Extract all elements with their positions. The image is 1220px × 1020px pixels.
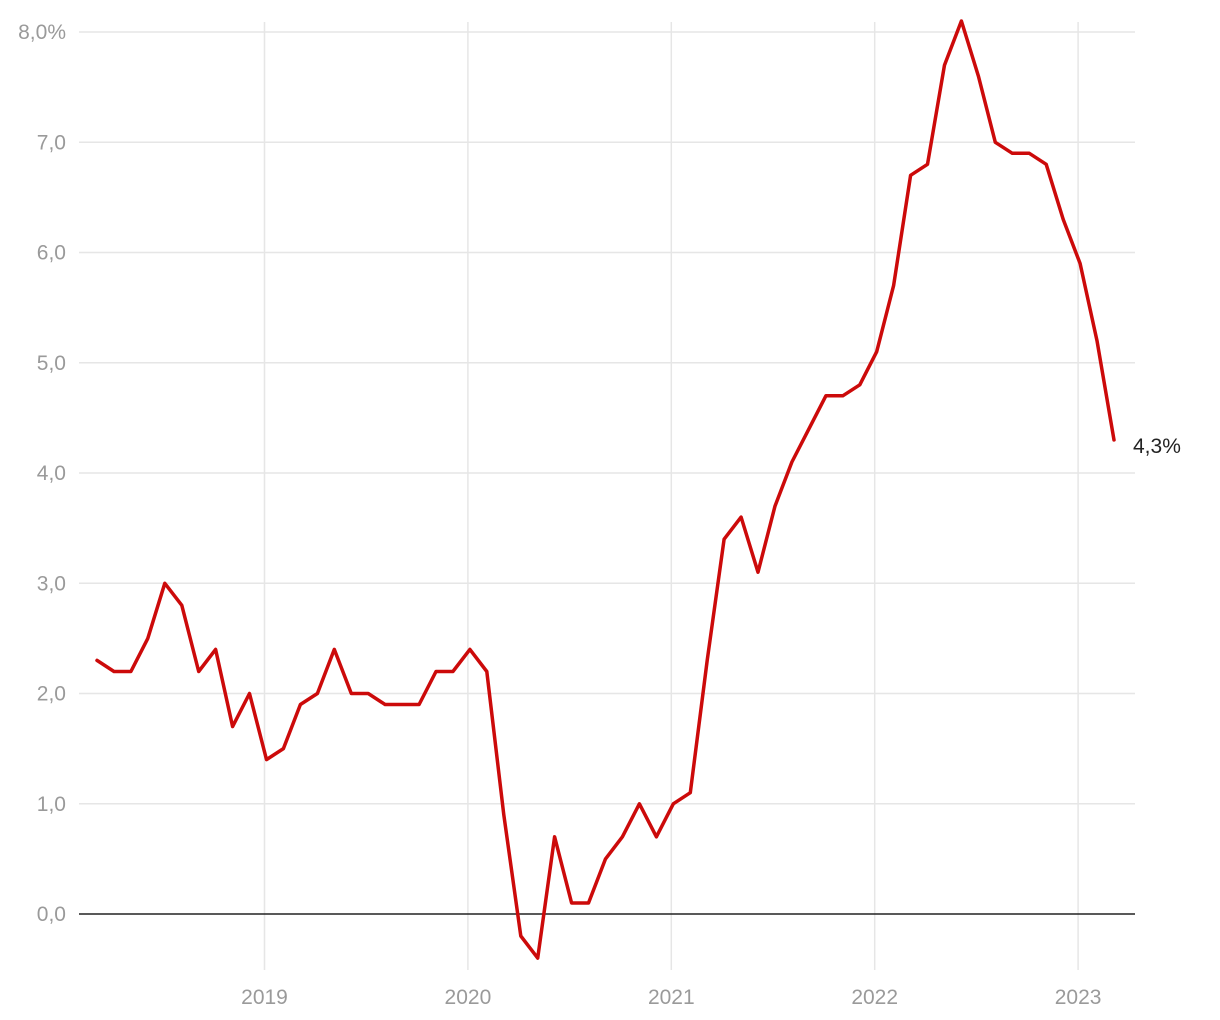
y-tick-label: 5,0 (37, 352, 66, 375)
x-axis-tick-labels: 2019 2020 2021 2022 2023 (241, 986, 1101, 1009)
y-tick-label: 3,0 (37, 572, 66, 595)
y-axis-tick-labels: 8,0% 7,0 6,0 5,0 4,0 3,0 2,0 1,0 0,0 (18, 21, 66, 926)
y-tick-label: 7,0 (37, 131, 66, 154)
y-tick-label: 1,0 (37, 793, 66, 816)
last-value-label: 4,3% (1133, 435, 1181, 458)
y-tick-label: 2,0 (37, 683, 66, 706)
x-tick-label: 2019 (241, 986, 288, 1009)
y-tick-label: 6,0 (37, 242, 66, 265)
x-tick-label: 2021 (648, 986, 695, 1009)
y-tick-label: 8,0% (18, 21, 66, 44)
x-gridlines (263, 22, 1079, 970)
x-tick-label: 2023 (1055, 986, 1102, 1009)
y-tick-label: 0,0 (37, 903, 66, 926)
y-tick-label: 4,0 (37, 462, 66, 485)
series-line (95, 19, 1116, 960)
x-tick-label: 2022 (851, 986, 898, 1009)
x-tick-label: 2020 (445, 986, 492, 1009)
y-gridlines (79, 31, 1135, 805)
